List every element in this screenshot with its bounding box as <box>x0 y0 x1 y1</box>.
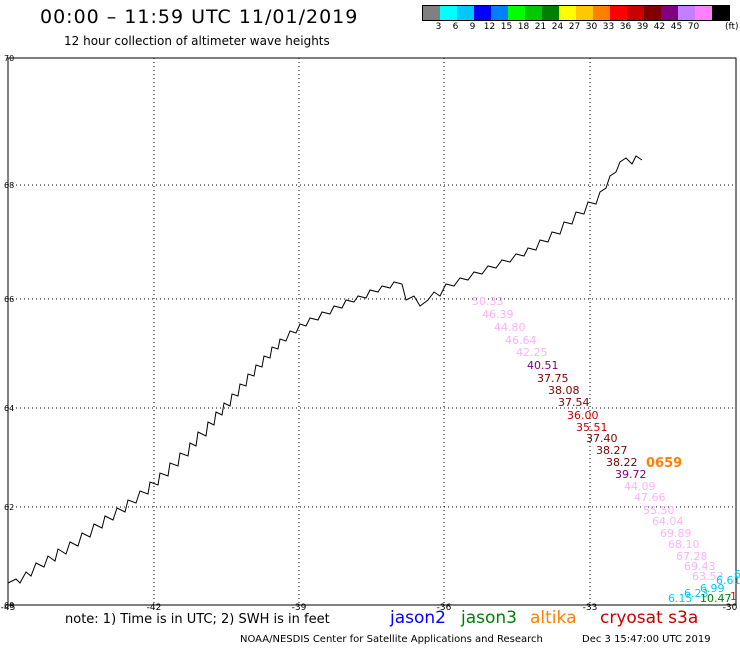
wave-height-value: 35.51 <box>576 421 608 434</box>
map-frame <box>7 57 737 606</box>
satellite-jason3: jason3 <box>461 608 517 628</box>
lat-tick-label: 62 <box>4 503 14 512</box>
color-scale-labels: 3 6 9 12 15 18 21 24 27 30 33 36 39 42 45 70 <box>422 22 702 32</box>
lon-tick-label: -36 <box>437 603 452 613</box>
wave-height-value: 67.28 <box>676 550 708 563</box>
lat-tick-label: 60 <box>4 601 14 610</box>
lon-tick-label: -33 <box>583 603 598 613</box>
greenland-coastline <box>7 155 643 584</box>
legend-swatch <box>423 6 440 20</box>
wave-height-value: 6.15 <box>668 592 693 605</box>
wave-height-value: 68.10 <box>668 538 700 551</box>
lat-tick-label: 66 <box>4 295 14 304</box>
legend-swatch <box>491 6 508 20</box>
wave-height-value: 44.80 <box>494 321 526 334</box>
pass-time-label: 0659 <box>646 456 682 471</box>
wave-height-value: 1 <box>730 590 737 603</box>
wave-height-value: 37.54 <box>558 396 590 409</box>
wave-height-value: 47.66 <box>634 491 666 504</box>
legend-swatch <box>525 6 542 20</box>
legend-unit: (ft) <box>725 22 739 32</box>
color-scale-legend <box>422 5 730 21</box>
legend-label: 24 <box>551 22 564 32</box>
legend-label: 45 <box>670 22 683 32</box>
legend-swatch <box>678 6 695 20</box>
legend-swatch <box>457 6 474 20</box>
wave-height-value: 38.08 <box>548 384 580 397</box>
legend-label: 70 <box>687 22 700 32</box>
legend-label: 30 <box>585 22 598 32</box>
satellite-jason2: jason2 <box>390 608 446 628</box>
legend-label: 36 <box>619 22 632 32</box>
legend-label: 39 <box>636 22 649 32</box>
wave-height-value: 37.75 <box>537 372 569 385</box>
legend-swatch <box>661 6 678 20</box>
footer-credit: NOAA/NESDIS Center for Satellite Applica… <box>240 634 543 645</box>
wave-height-value: 37.40 <box>586 432 618 445</box>
legend-swatch <box>644 6 661 20</box>
legend-label: 42 <box>653 22 666 32</box>
wave-height-value: 46.64 <box>505 334 537 347</box>
wave-height-value: 55.50 <box>643 504 675 517</box>
wave-height-value: 38.27 <box>596 444 628 457</box>
wave-height-value: 10.47 <box>700 592 732 605</box>
legend-swatch <box>627 6 644 20</box>
wave-height-value: 38.22 <box>606 456 638 469</box>
page-subtitle: 12 hour collection of altimeter wave hei… <box>64 34 330 48</box>
observation-labels: 50.3346.3944.8046.6442.2540.5137.7538.08… <box>472 295 740 605</box>
satellite-cryosat-s3a: cryosat s3a <box>600 608 699 628</box>
wave-height-value: 40.51 <box>527 359 559 372</box>
legend-swatch <box>508 6 525 20</box>
wave-height-value: 64.04 <box>652 515 684 528</box>
legend-swatch <box>440 6 457 20</box>
legend-label: 12 <box>483 22 496 32</box>
wave-height-value: 39.72 <box>615 468 647 481</box>
legend-label: 3 <box>435 22 442 32</box>
legend-label: 33 <box>602 22 615 32</box>
map-tick-labels: 70 68 66 64 62 60-45 -42 -39 -36 -33 -30 <box>1 54 738 613</box>
lon-tick-label: -45 <box>1 603 16 613</box>
wave-height-value: 63.53 <box>692 570 724 583</box>
wave-height-value: 6.23 <box>684 587 709 600</box>
legend-label: 6 <box>452 22 459 32</box>
wave-height-value: 44.09 <box>624 480 656 493</box>
legend-label: 21 <box>534 22 547 32</box>
lat-tick-label: 70 <box>4 54 14 63</box>
wave-height-value: 50.33 <box>472 295 504 308</box>
wave-height-value: 6 <box>734 568 740 581</box>
legend-swatch <box>610 6 627 20</box>
wave-height-value: 69.43 <box>684 560 716 573</box>
legend-swatch <box>474 6 491 20</box>
lat-tick-label: 64 <box>4 404 14 413</box>
legend-label: 27 <box>568 22 581 32</box>
lon-tick-label: -42 <box>147 603 162 613</box>
lon-tick-label: -39 <box>292 603 307 613</box>
legend-swatch <box>542 6 559 20</box>
wave-height-value: 46.39 <box>482 308 514 321</box>
legend-swatch <box>695 6 712 20</box>
footnote: note: 1) Time is in UTC; 2) SWH is in fe… <box>65 612 330 627</box>
wave-height-value: 6.99 <box>700 582 725 595</box>
lon-tick-label: -30 <box>723 603 738 613</box>
satellite-altika: altika <box>530 608 577 628</box>
footer-date: Dec 3 15:47:00 UTC 2019 <box>582 634 711 645</box>
legend-label: 9 <box>469 22 476 32</box>
legend-swatch <box>593 6 610 20</box>
page-title: 00:00 – 11:59 UTC 11/01/2019 <box>40 6 359 28</box>
wave-height-value: 6.61 <box>716 574 740 587</box>
lat-tick-label: 68 <box>4 181 14 190</box>
legend-swatch <box>559 6 576 20</box>
legend-label: 18 <box>517 22 530 32</box>
legend-swatch <box>576 6 593 20</box>
legend-swatch <box>712 6 729 20</box>
legend-label: 15 <box>500 22 513 32</box>
wave-height-value: 42.25 <box>516 346 548 359</box>
map-grid <box>8 58 736 605</box>
wave-height-value: 36.00 <box>567 409 599 422</box>
wave-height-value: 69.89 <box>660 527 692 540</box>
